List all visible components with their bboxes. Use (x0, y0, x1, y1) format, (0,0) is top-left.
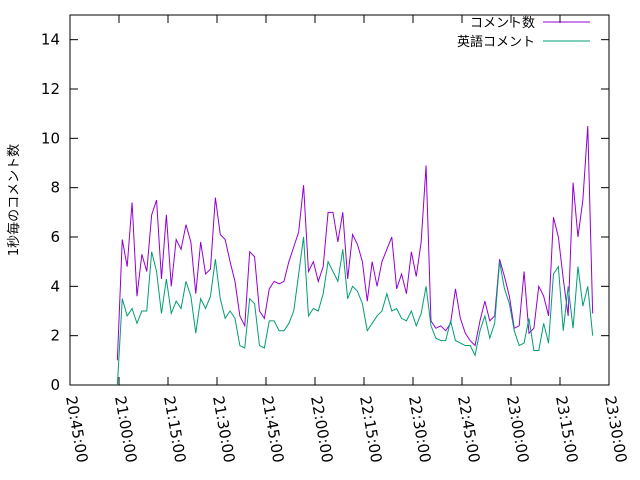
x-tick-label: 21:30:00 (209, 395, 238, 464)
y-tick-label: 12 (41, 80, 60, 98)
y-axis-label: 1秒毎のコメント数 (6, 144, 22, 256)
legend-label: 英語コメント (457, 34, 535, 50)
y-tick-label: 14 (41, 31, 60, 49)
x-tick-label: 23:15:00 (552, 395, 581, 464)
y-tick-label: 10 (41, 129, 60, 147)
x-tick-label: 23:00:00 (503, 395, 532, 464)
x-tick-label: 22:15:00 (356, 395, 385, 464)
x-tick-label: 22:30:00 (405, 395, 434, 464)
x-tick-label: 23:30:00 (601, 395, 630, 464)
x-tick-label: 22:00:00 (307, 395, 336, 464)
y-tick-label: 0 (50, 376, 60, 394)
series-line (116, 236, 594, 386)
y-tick-label: 4 (50, 277, 60, 295)
x-tick-label: 21:15:00 (160, 395, 189, 464)
legend-label: コメント数 (470, 16, 535, 31)
x-tick-label: 21:45:00 (258, 395, 287, 464)
series-line (116, 125, 594, 361)
x-tick-label: 21:00:00 (111, 395, 140, 464)
y-tick-label: 6 (50, 228, 60, 246)
x-tick-label: 20:45:00 (62, 395, 91, 464)
y-tick-label: 2 (50, 327, 60, 345)
y-tick-label: 8 (50, 179, 60, 197)
plot-frame (69, 14, 610, 386)
x-tick-label: 22:45:00 (454, 395, 483, 464)
